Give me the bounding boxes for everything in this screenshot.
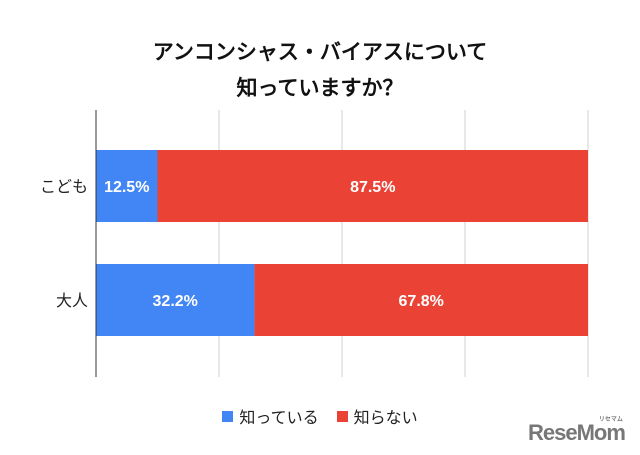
legend-label-know: 知っている: [239, 408, 319, 427]
chart-title-line-2: 知っていますか？: [236, 76, 404, 100]
bar-dont-know: [254, 264, 588, 336]
legend-label-dont-know: 知らない: [353, 408, 418, 427]
legend-swatch-know: [222, 410, 234, 422]
data-label: 87.5%: [350, 179, 395, 196]
category-label: 大人: [56, 291, 88, 310]
legend-item-dont-know: 知らない: [336, 404, 418, 428]
resemom-logo: ReseMom リセマム: [528, 417, 626, 445]
legend-swatch-dont-know: [336, 410, 348, 422]
bar-dont-know: [157, 150, 588, 222]
data-label: 12.5%: [104, 179, 149, 196]
legend-item-know: 知っている: [222, 404, 319, 428]
bar-know: [96, 264, 255, 336]
data-label: 32.2%: [153, 293, 198, 310]
bar-know: [96, 150, 158, 222]
chart-title-line-1: アンコンシャス・バイアスについて: [152, 40, 488, 64]
legend: 知っている 知らない: [0, 404, 640, 428]
data-label: 67.8%: [399, 293, 444, 310]
category-label: こども: [40, 177, 88, 196]
